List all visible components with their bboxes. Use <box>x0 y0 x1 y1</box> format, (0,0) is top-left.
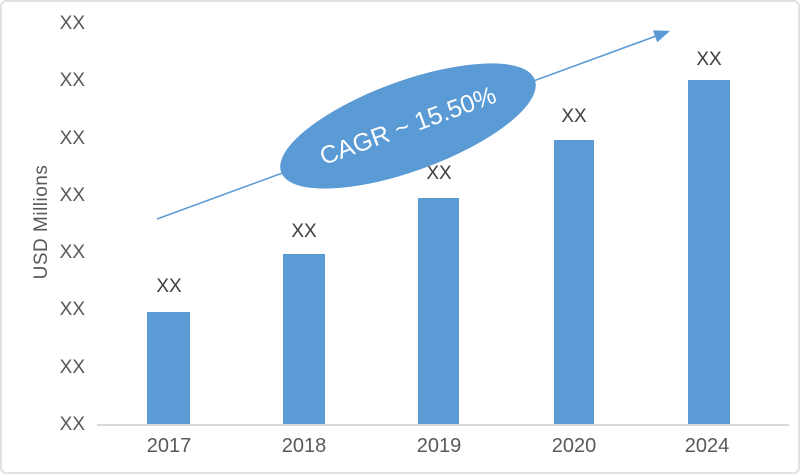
y-tick-label: XX <box>59 70 85 91</box>
x-tick-label-2024: 2024 <box>684 435 730 457</box>
bar-data-label-2017: XX <box>156 276 182 297</box>
bar-2020 <box>554 140 594 425</box>
bar-2019 <box>418 198 459 425</box>
y-tick-label: XX <box>59 242 85 263</box>
bar-data-label-2019: XX <box>426 163 452 184</box>
x-tick-label-2017: 2017 <box>146 435 192 457</box>
x-tick-label-2018: 2018 <box>281 435 327 457</box>
x-tick-label-2020: 2020 <box>551 435 597 457</box>
y-tick-label: XX <box>59 185 85 206</box>
y-tick-label: XX <box>59 128 85 149</box>
y-tick-label: XX <box>59 13 85 34</box>
bar-data-label-2020: XX <box>561 106 587 127</box>
bar-2018 <box>283 254 325 425</box>
y-tick-label: XX <box>59 299 85 320</box>
y-tick-label: XX <box>59 414 85 435</box>
bar-data-label-2024: XX <box>696 49 722 70</box>
bar-2024 <box>688 80 730 425</box>
cagr-ellipse <box>280 63 536 189</box>
y-tick-label: XX <box>59 357 85 378</box>
bar-2017 <box>147 312 190 425</box>
x-tick-label-2019: 2019 <box>416 435 462 457</box>
bar-data-label-2018: XX <box>291 221 317 242</box>
x-axis-line <box>97 424 789 426</box>
